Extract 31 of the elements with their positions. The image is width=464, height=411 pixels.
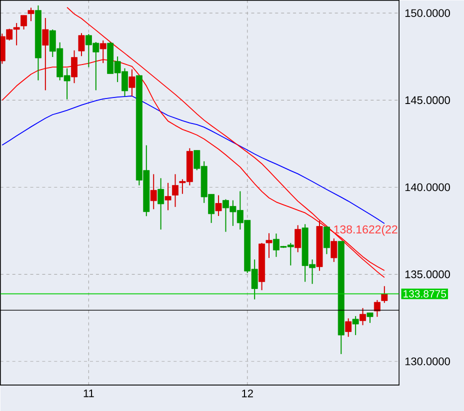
candlestick [100, 40, 106, 64]
candlestick [323, 226, 330, 255]
y-tick-label: 150.0000 [405, 9, 450, 17]
candlestick [20, 14, 28, 30]
x-tick-label: 11 [84, 390, 94, 398]
candlestick [294, 224, 302, 253]
candlestick [374, 300, 380, 318]
x-tick-label: 12 [242, 390, 253, 398]
candlestick [172, 174, 178, 208]
candlestick [366, 312, 374, 324]
candlestick [330, 238, 338, 262]
candlestick [150, 174, 157, 210]
y-tick-label: 145.0000 [405, 96, 450, 104]
candlestick [352, 316, 359, 336]
candlestick [164, 182, 172, 211]
candlestick [28, 7, 34, 22]
candlestick [42, 17, 49, 91]
y-tick-label: 135.0000 [405, 270, 450, 278]
candlestick [128, 68, 136, 97]
candlestick [381, 286, 388, 304]
ref-line-label: 133.8775 [404, 290, 446, 298]
y-tick-label: 140.0000 [405, 183, 450, 192]
candlestick [78, 32, 85, 57]
candlestick [266, 232, 272, 258]
candlestick [215, 194, 222, 216]
candlestick [360, 308, 366, 326]
candlestick [71, 50, 78, 84]
y-tick-label: 130.0000 [405, 357, 450, 366]
candlestick [158, 178, 164, 230]
annotation: 138.1622(22 [334, 225, 398, 236]
candlestick [345, 318, 352, 338]
